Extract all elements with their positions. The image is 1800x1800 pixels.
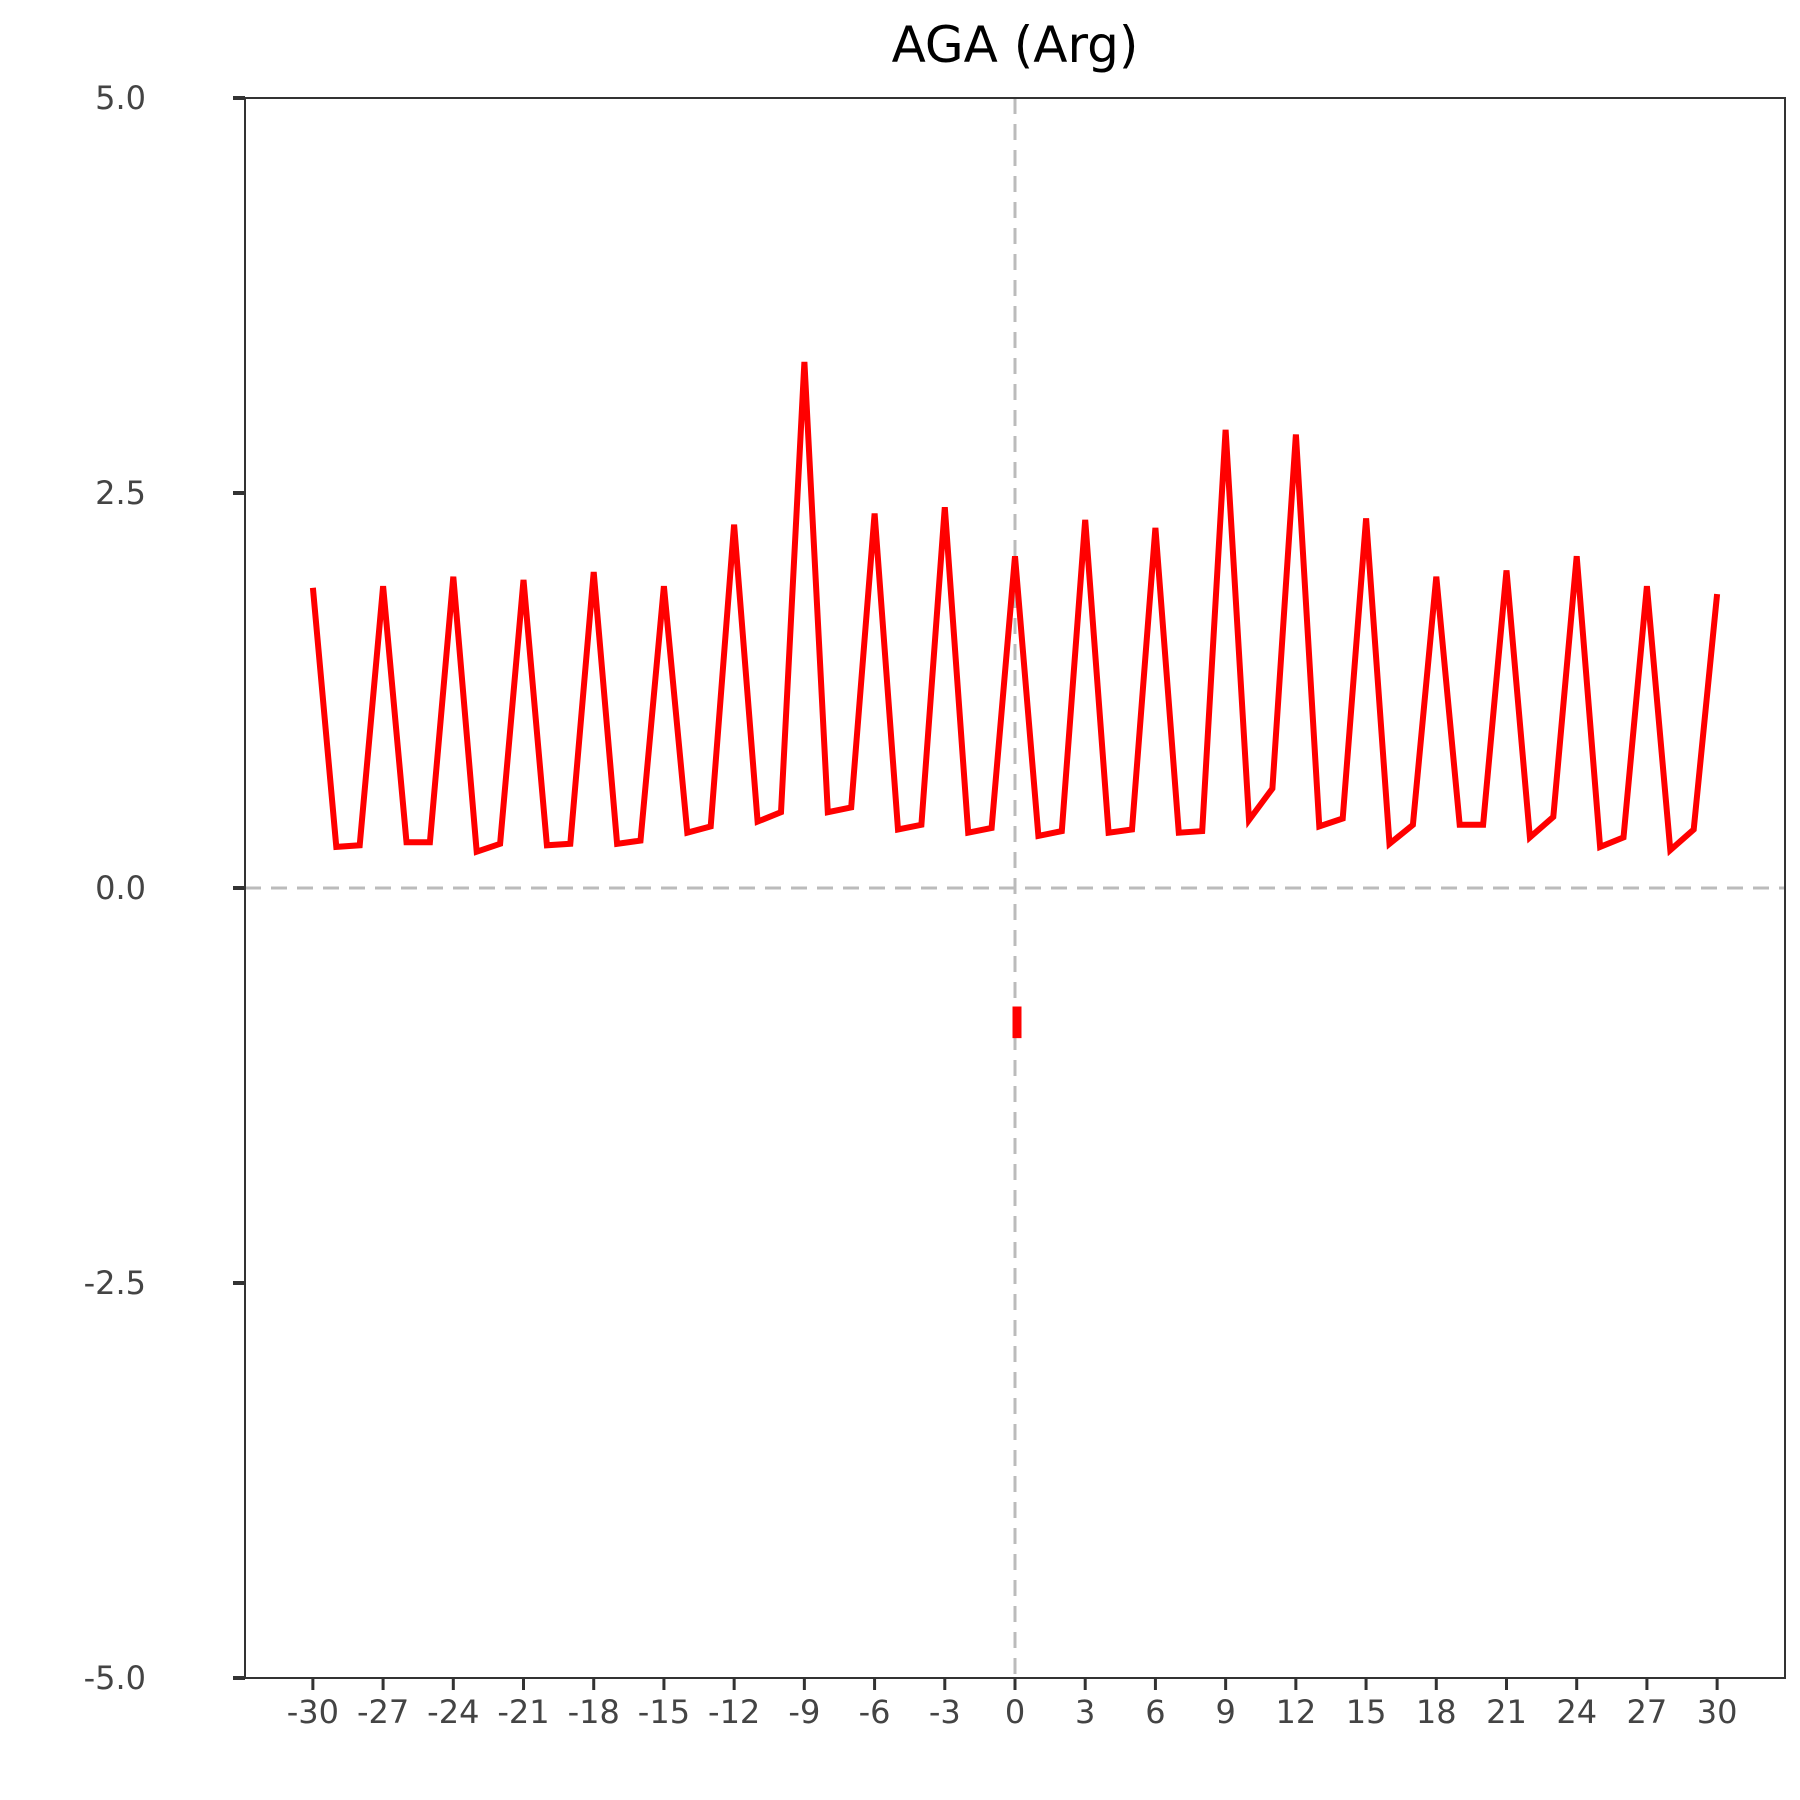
data-series [309,361,1721,1039]
x-tick-label: -30 [287,1693,339,1731]
x-tick-label: -6 [859,1693,891,1731]
y-tick-label: 2.5 [95,474,146,512]
x-tick-label: -18 [568,1693,620,1731]
y-tick-label: -2.5 [84,1264,146,1302]
x-tick-label: -3 [929,1693,961,1731]
x-axis: -30 -27 -24 -21 -18 -15 -12 -9 -6 -3 0 3 6 9 12 15 18 21 2… [287,1678,1738,1731]
x-tick-label: 18 [1416,1693,1457,1731]
x-tick-label: -12 [708,1693,760,1731]
chart-title: AGA (Arg) [892,16,1139,74]
y-axis: 5.0 2.5 0.0 -2.5 -5.0 [84,79,245,1697]
x-tick-label: 9 [1215,1693,1235,1731]
series-line [309,361,1721,857]
y-tick-label: 0.0 [95,869,146,907]
x-tick-label: 12 [1275,1693,1316,1731]
x-tick-label: 6 [1145,1693,1165,1731]
x-tick-label: 27 [1627,1693,1668,1731]
x-tick-label: 21 [1486,1693,1527,1731]
y-tick-label: 5.0 [95,79,146,117]
x-tick-label: 0 [1005,1693,1025,1731]
y-tick-label: -5.0 [84,1659,146,1697]
x-tick-label: -27 [357,1693,409,1731]
x-tick-label: -24 [427,1693,479,1731]
reference-lines [245,98,1785,1678]
x-tick-label: 3 [1075,1693,1095,1731]
x-tick-label: -21 [497,1693,549,1731]
x-tick-label: 15 [1346,1693,1387,1731]
x-tick-label: 30 [1697,1693,1738,1731]
x-tick-label: -9 [788,1693,820,1731]
x-tick-label: 24 [1556,1693,1597,1731]
x-tick-label: -15 [638,1693,690,1731]
